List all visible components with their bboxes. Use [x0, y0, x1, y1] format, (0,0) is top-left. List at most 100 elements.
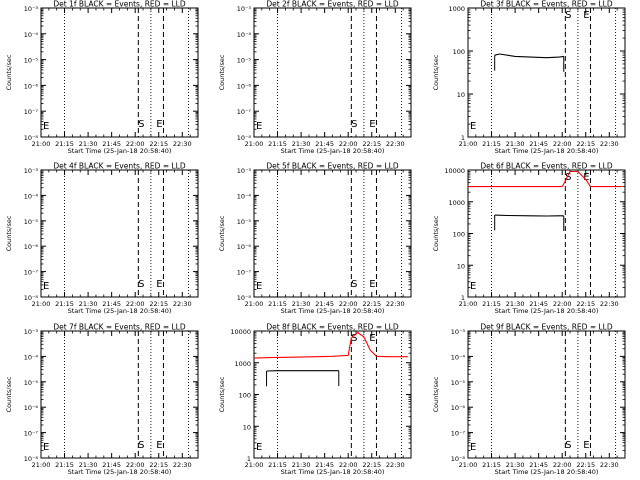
x-tick-label: 21:30 [506, 461, 525, 469]
x-tick-label: 21:00 [459, 140, 478, 148]
y-tick-label: 10⁻⁷ [24, 108, 39, 116]
marker-e-start: E [256, 121, 262, 132]
y-tick-label: 10000 [230, 328, 251, 336]
y-tick-label: 1000 [448, 199, 465, 207]
y-tick-label: 1000 [448, 5, 465, 13]
x-tick-label: 21:45 [315, 300, 334, 308]
marker-e-start: E [256, 281, 262, 292]
x-tick-label: 22:15 [576, 300, 595, 308]
y-axis-label: Counts/sec [5, 54, 13, 90]
x-tick-label: 21:00 [459, 461, 478, 469]
series-black-line [494, 214, 564, 217]
marker-s: S [351, 119, 357, 130]
y-tick-label: 1 [247, 455, 251, 463]
x-tick-label: 21:45 [315, 140, 334, 148]
panel-title: Det 6f BLACK = Events, RED = LLD [480, 162, 613, 171]
x-tick-label: 22:00 [553, 140, 572, 148]
x-tick-label: 21:00 [245, 140, 264, 148]
y-tick-label: 10⁻³ [237, 167, 252, 175]
x-tick-label: 22:00 [126, 461, 145, 469]
axis-frame [253, 7, 412, 138]
panel-title: Det 1f BLACK = Events, RED = LLD [53, 0, 186, 9]
marker-s: S [351, 333, 357, 344]
x-tick-label: 21:00 [32, 300, 51, 308]
y-tick-label: 10⁻⁶ [24, 82, 39, 90]
x-tick-label: 22:30 [173, 140, 192, 148]
y-tick-label: 10⁻⁴ [24, 353, 39, 361]
marker-s: S [565, 10, 571, 21]
marker-e-start: E [43, 442, 49, 453]
y-tick-label: 100 [239, 392, 251, 400]
panel-det-6: Det 6f BLACK = Events, RED = LLD Counts/s… [432, 162, 626, 315]
panel-det-9: Det 9f BLACK = Events, RED = LLD Counts/s… [432, 323, 626, 476]
y-tick-label: 1 [461, 294, 465, 302]
x-tick-label: 22:30 [386, 140, 405, 148]
x-tick-label: 22:00 [553, 300, 572, 308]
panel-det-8: Det 8f BLACK = Events, RED = LLD Counts/s… [218, 323, 412, 476]
y-tick-label: 100 [453, 48, 465, 56]
x-tick-label: 22:00 [339, 300, 358, 308]
y-tick-label: 1000 [234, 360, 251, 368]
x-tick-label: 21:45 [529, 300, 548, 308]
y-tick-label: 10⁻⁸ [237, 294, 252, 302]
x-tick-label: 21:45 [315, 461, 334, 469]
x-axis-label: Start Time (25-Jan-18 20:58:40) [495, 307, 599, 315]
x-tick-label: 22:15 [149, 300, 168, 308]
x-tick-label: 22:00 [339, 461, 358, 469]
marker-e: E [583, 10, 589, 21]
panel-det-3: Det 3f BLACK = Events, RED = LLD Counts/s… [432, 0, 626, 155]
marker-e: E [156, 119, 162, 130]
x-tick-label: 21:30 [292, 461, 311, 469]
y-tick-label: 10⁻⁵ [24, 57, 39, 65]
x-tick-label: 21:45 [102, 140, 121, 148]
y-tick-label: 10⁻⁶ [451, 404, 466, 412]
x-tick-label: 22:15 [149, 140, 168, 148]
x-tick-label: 21:15 [55, 461, 74, 469]
series-red-line [468, 170, 622, 188]
panel-title: Det 7f BLACK = Events, RED = LLD [53, 323, 186, 332]
marker-e: E [156, 279, 162, 290]
panel-title: Det 9f BLACK = Events, RED = LLD [480, 323, 613, 332]
marker-e: E [583, 172, 589, 183]
x-tick-label: 21:15 [482, 300, 501, 308]
y-tick-label: 10⁻⁵ [237, 218, 252, 226]
x-tick-label: 22:30 [600, 140, 619, 148]
panel-det-2: Det 2f BLACK = Events, RED = LLD Counts/s… [218, 0, 412, 155]
x-axis-label: Start Time (25-Jan-18 20:58:40) [281, 468, 385, 476]
y-tick-label: 10⁻⁶ [24, 404, 39, 412]
y-tick-label: 10⁻⁸ [24, 455, 39, 463]
x-tick-label: 21:30 [506, 140, 525, 148]
x-tick-label: 21:00 [32, 461, 51, 469]
marker-e: E [156, 440, 162, 451]
y-tick-label: 10 [243, 423, 251, 431]
y-axis-label: Counts/sec [5, 376, 13, 412]
x-tick-label: 21:30 [506, 300, 525, 308]
marker-e: E [369, 333, 375, 344]
marker-e: E [583, 440, 589, 451]
y-tick-label: 100 [453, 231, 465, 239]
x-axis-label: Start Time (25-Jan-18 20:58:40) [281, 147, 385, 155]
x-tick-label: 22:00 [553, 461, 572, 469]
x-tick-label: 21:15 [268, 461, 287, 469]
x-tick-label: 21:30 [79, 140, 98, 148]
y-tick-label: 10⁻⁸ [451, 455, 466, 463]
x-tick-label: 21:15 [55, 140, 74, 148]
x-tick-label: 22:00 [126, 140, 145, 148]
y-tick-label: 10⁻⁷ [24, 269, 39, 277]
y-tick-label: 10⁻³ [24, 5, 39, 13]
y-axis-label: Counts/sec [432, 215, 440, 251]
marker-e-start: E [43, 121, 49, 132]
x-tick-label: 22:30 [173, 461, 192, 469]
x-tick-label: 21:45 [529, 140, 548, 148]
x-axis-label: Start Time (25-Jan-18 20:58:40) [68, 147, 172, 155]
x-tick-label: 22:15 [576, 140, 595, 148]
y-tick-label: 10⁻⁶ [237, 243, 252, 251]
x-axis-label: Start Time (25-Jan-18 20:58:40) [281, 307, 385, 315]
y-tick-label: 10⁻⁵ [451, 379, 466, 387]
y-tick-label: 10⁻⁴ [237, 192, 252, 200]
y-tick-label: 10⁻⁷ [237, 108, 252, 116]
x-tick-label: 22:00 [339, 140, 358, 148]
x-tick-label: 21:30 [79, 300, 98, 308]
y-tick-label: 10000 [444, 167, 465, 175]
x-tick-label: 22:15 [576, 461, 595, 469]
